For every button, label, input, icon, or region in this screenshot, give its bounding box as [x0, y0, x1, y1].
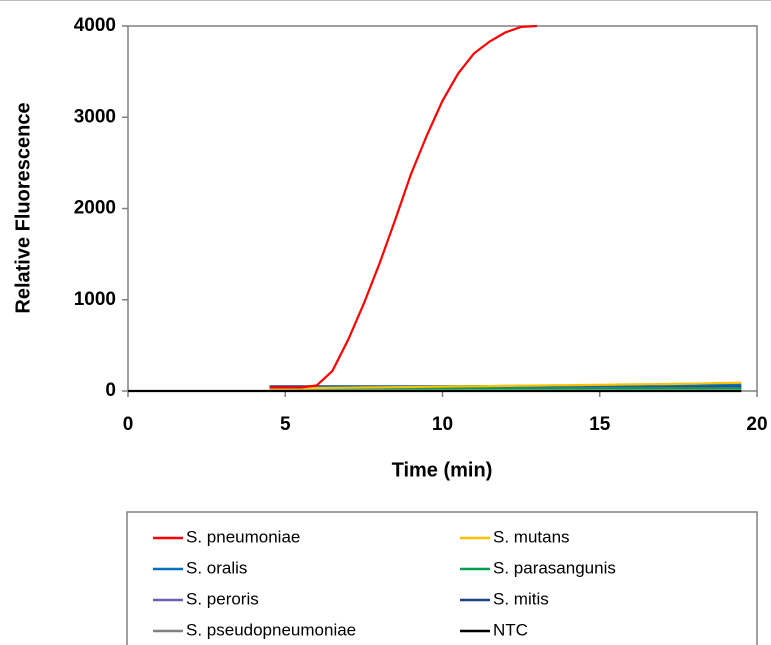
x-tick-label: 15: [589, 414, 611, 435]
plot-frame: [127, 25, 758, 392]
series-line: [269, 381, 742, 390]
y-tick-label: 3000: [74, 106, 116, 127]
x-tick-label: 0: [123, 414, 134, 435]
legend-label: NTC: [493, 620, 528, 639]
series-line: [269, 24, 537, 389]
legend-label: S. oralis: [186, 558, 247, 577]
x-tick-label: 20: [746, 414, 767, 435]
x-axis-label: Time (min): [392, 459, 493, 481]
y-tick-label: 4000: [74, 15, 116, 36]
legend-label: S. pneumoniae: [186, 527, 300, 546]
y-axis-label: Relative Fluorescence: [12, 102, 34, 313]
y-tick-label: 2000: [74, 198, 116, 219]
legend-label: S. pseudopneumoniae: [186, 620, 356, 639]
legend-box: [126, 511, 758, 645]
x-tick-label: 5: [280, 414, 291, 435]
legend-label: S. parasangunis: [493, 558, 616, 577]
legend-label: S. mutans: [493, 527, 570, 546]
x-tick-label: 10: [432, 414, 453, 435]
legend-label: S. peroris: [186, 589, 259, 608]
y-tick-label: 1000: [74, 289, 116, 310]
y-tick-label: 0: [105, 380, 116, 401]
legend-label: S. mitis: [493, 589, 549, 608]
